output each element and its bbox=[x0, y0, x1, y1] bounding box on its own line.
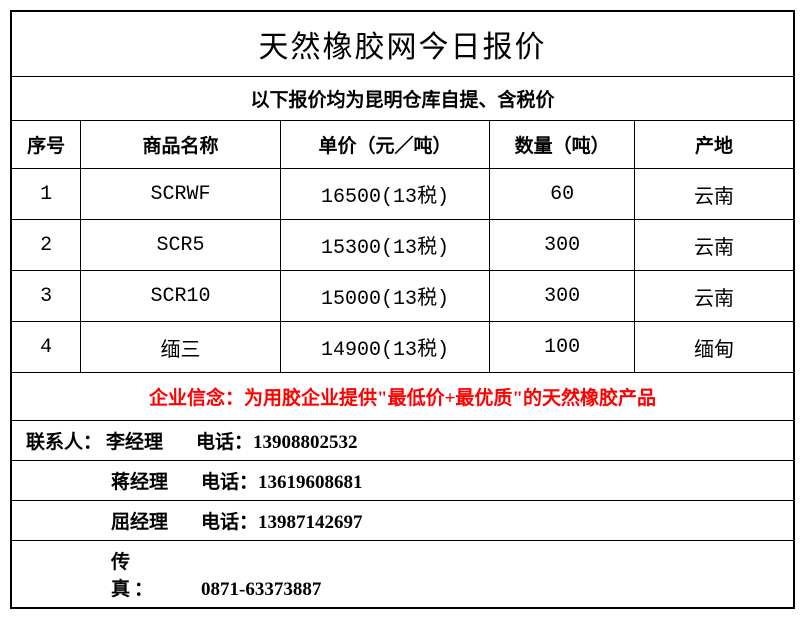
contact-1: 联系人：李经理电话：13908802532 bbox=[11, 421, 794, 461]
cell-origin: 云南 bbox=[635, 169, 794, 220]
cell-origin: 云南 bbox=[635, 271, 794, 322]
cell-qty: 100 bbox=[490, 322, 635, 373]
cell-seq: 2 bbox=[11, 220, 81, 271]
contact-phone: 13619608681 bbox=[258, 472, 363, 493]
header-price: 单价（元／吨） bbox=[280, 121, 490, 169]
phone-label: 电话： bbox=[201, 507, 258, 534]
cell-name: SCR10 bbox=[81, 271, 280, 322]
header-name: 商品名称 bbox=[81, 121, 280, 169]
cell-price: 14900(13税) bbox=[280, 322, 490, 373]
contact-row: 屈经理电话：13987142697 bbox=[11, 501, 794, 541]
table-row: 1 SCRWF 16500(13税) 60 云南 bbox=[11, 169, 794, 220]
table-row: 3 SCR10 15000(13税) 300 云南 bbox=[11, 271, 794, 322]
cell-qty: 60 bbox=[490, 169, 635, 220]
contact-row: 联系人：李经理电话：13908802532 bbox=[11, 421, 794, 461]
table-row: 4 缅三 14900(13税) 100 缅甸 bbox=[11, 322, 794, 373]
cell-seq: 1 bbox=[11, 169, 81, 220]
contact-2: 蒋经理电话：13619608681 bbox=[11, 461, 794, 501]
header-origin: 产地 bbox=[635, 121, 794, 169]
cell-qty: 300 bbox=[490, 220, 635, 271]
cell-price: 15300(13税) bbox=[280, 220, 490, 271]
cell-name: SCRWF bbox=[81, 169, 280, 220]
contact-name: 李经理 bbox=[106, 427, 196, 454]
price-quote-table: 天然橡胶网今日报价 以下报价均为昆明仓库自提、含税价 序号 商品名称 单价（元／… bbox=[10, 10, 795, 609]
fax-number: 0871-63373887 bbox=[201, 579, 321, 600]
cell-price: 16500(13税) bbox=[280, 169, 490, 220]
header-row: 序号 商品名称 单价（元／吨） 数量（吨） 产地 bbox=[11, 121, 794, 169]
cell-origin: 缅甸 bbox=[635, 322, 794, 373]
contact-phone: 13908802532 bbox=[253, 432, 358, 453]
slogan-text: 企业信念：为用胶企业提供"最低价+最优质"的天然橡胶产品 bbox=[11, 373, 794, 421]
table-title: 天然橡胶网今日报价 bbox=[11, 11, 794, 77]
cell-seq: 3 bbox=[11, 271, 81, 322]
contact-name: 蒋经理 bbox=[111, 467, 201, 494]
table-row: 2 SCR5 15300(13税) 300 云南 bbox=[11, 220, 794, 271]
fax-label: 传 真： bbox=[111, 547, 201, 601]
table-subtitle: 以下报价均为昆明仓库自提、含税价 bbox=[11, 77, 794, 121]
contact-3: 屈经理电话：13987142697 bbox=[11, 501, 794, 541]
cell-origin: 云南 bbox=[635, 220, 794, 271]
fax-row: 传 真：0871-63373887 bbox=[11, 541, 794, 609]
contact-row: 蒋经理电话：13619608681 bbox=[11, 461, 794, 501]
cell-seq: 4 bbox=[11, 322, 81, 373]
header-seq: 序号 bbox=[11, 121, 81, 169]
cell-name: SCR5 bbox=[81, 220, 280, 271]
title-row: 天然橡胶网今日报价 bbox=[11, 11, 794, 77]
contact-label: 联系人： bbox=[26, 427, 106, 454]
subtitle-row: 以下报价均为昆明仓库自提、含税价 bbox=[11, 77, 794, 121]
fax-info: 传 真：0871-63373887 bbox=[11, 541, 794, 609]
cell-name: 缅三 bbox=[81, 322, 280, 373]
header-qty: 数量（吨） bbox=[490, 121, 635, 169]
contact-name: 屈经理 bbox=[111, 507, 201, 534]
phone-label: 电话： bbox=[201, 467, 258, 494]
contact-phone: 13987142697 bbox=[258, 512, 363, 533]
phone-label: 电话： bbox=[196, 427, 253, 454]
cell-qty: 300 bbox=[490, 271, 635, 322]
slogan-row: 企业信念：为用胶企业提供"最低价+最优质"的天然橡胶产品 bbox=[11, 373, 794, 421]
cell-price: 15000(13税) bbox=[280, 271, 490, 322]
